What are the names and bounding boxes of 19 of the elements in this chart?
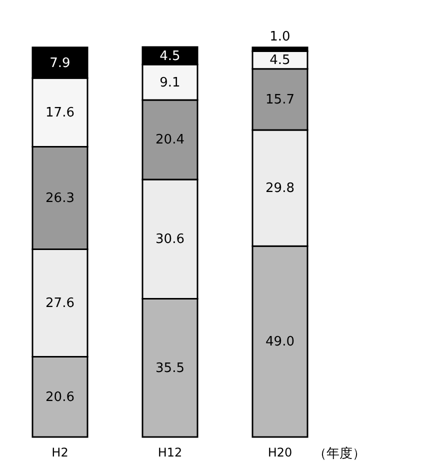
- data-label: 35.5: [156, 360, 184, 376]
- data-label: 20.4: [156, 132, 184, 148]
- data-label: 26.3: [46, 190, 74, 206]
- data-label: 49.0: [266, 334, 294, 350]
- x-tick-label: H12: [158, 446, 182, 460]
- data-label: 20.6: [46, 390, 74, 405]
- x-tick-label: H2: [52, 446, 68, 460]
- data-label: 27.6: [46, 296, 74, 311]
- data-label: 7.9: [50, 56, 70, 71]
- data-label: 17.6: [46, 105, 74, 120]
- data-label: 9.1: [160, 75, 180, 90]
- data-label: 1.0: [270, 29, 290, 44]
- data-label: 4.5: [270, 53, 290, 68]
- x-tick-label: H20: [268, 446, 292, 460]
- data-label: 4.5: [160, 48, 180, 64]
- data-label: 15.7: [266, 92, 294, 108]
- data-label: 29.8: [266, 181, 294, 196]
- data-label: 30.6: [156, 232, 184, 248]
- x-axis-title: （年度）: [314, 446, 366, 460]
